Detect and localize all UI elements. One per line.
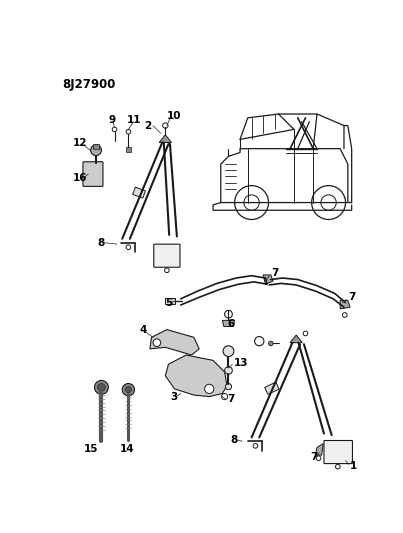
Text: 8: 8 [98,238,105,248]
Text: 8: 8 [230,435,237,445]
FancyBboxPatch shape [324,440,353,464]
Text: 12: 12 [73,138,87,148]
Text: 14: 14 [120,444,134,454]
Polygon shape [263,275,273,284]
Text: 7: 7 [348,292,355,302]
Polygon shape [159,135,172,142]
Text: 3: 3 [171,392,178,401]
Circle shape [321,195,336,210]
Circle shape [126,130,131,134]
Circle shape [336,464,340,469]
Text: 7: 7 [227,394,234,404]
Text: 4: 4 [140,325,147,335]
Bar [133,187,145,198]
Text: 13: 13 [234,358,248,368]
Circle shape [205,384,214,393]
Text: 7: 7 [271,269,278,278]
Text: 5: 5 [165,297,172,308]
Circle shape [235,185,268,220]
Circle shape [244,195,259,210]
Text: 15: 15 [84,444,99,454]
Circle shape [153,339,161,346]
Text: 7: 7 [310,451,318,462]
Text: 11: 11 [127,115,141,125]
Circle shape [316,456,321,461]
Circle shape [126,245,131,249]
Polygon shape [290,335,302,343]
FancyBboxPatch shape [154,244,180,267]
Text: 1: 1 [350,461,357,471]
Circle shape [268,341,273,346]
Circle shape [222,393,228,400]
Circle shape [125,386,131,393]
Text: 8J27900: 8J27900 [62,78,116,91]
Polygon shape [165,355,227,397]
Text: 6: 6 [227,319,234,329]
Polygon shape [222,320,235,327]
Text: 16: 16 [73,173,87,183]
Text: 9: 9 [108,115,116,125]
Bar [265,382,279,394]
Circle shape [255,336,264,346]
Text: 2: 2 [144,120,152,131]
Circle shape [224,367,233,374]
Circle shape [303,331,308,336]
Circle shape [163,123,168,128]
Circle shape [94,381,108,394]
Circle shape [223,346,234,357]
Circle shape [164,268,169,273]
Circle shape [225,384,232,390]
Polygon shape [316,443,323,455]
Circle shape [122,384,135,396]
Circle shape [312,185,345,220]
Polygon shape [340,301,350,309]
Circle shape [224,310,233,318]
Polygon shape [150,329,199,355]
Circle shape [343,313,347,317]
Circle shape [98,384,105,391]
FancyBboxPatch shape [83,161,103,187]
Polygon shape [126,147,131,152]
Circle shape [91,145,102,156]
Circle shape [253,443,258,448]
Polygon shape [165,298,174,304]
Circle shape [112,127,117,132]
Text: 10: 10 [167,111,181,122]
Polygon shape [93,144,99,149]
